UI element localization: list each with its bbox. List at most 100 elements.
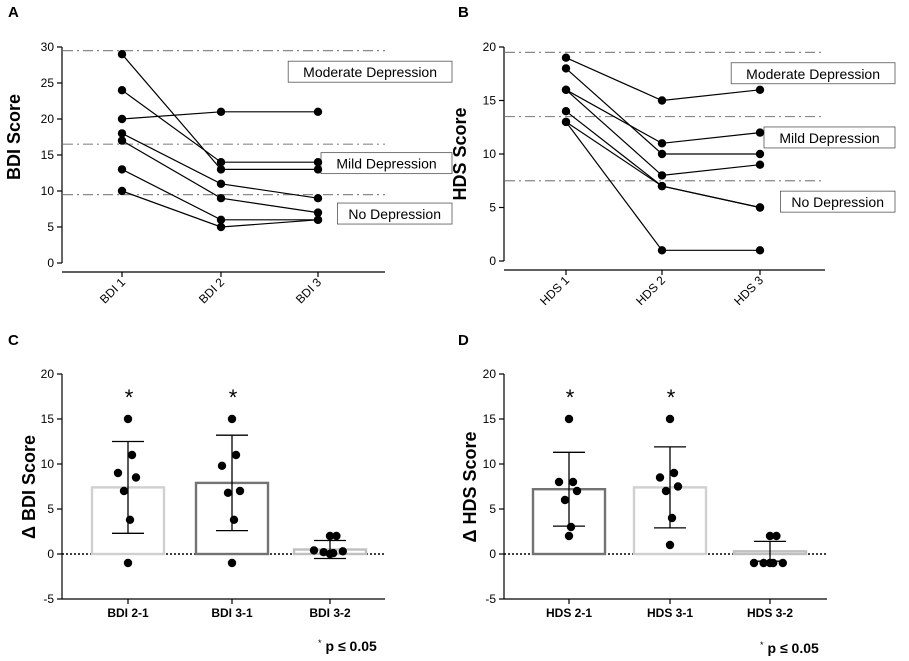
data-point — [227, 558, 237, 568]
data-point — [117, 165, 127, 174]
x-tick-label: HDS 1 — [537, 273, 572, 308]
data-point — [749, 558, 759, 568]
data-point — [561, 117, 571, 127]
threshold-label: Moderate Depression — [303, 64, 437, 80]
data-point — [755, 149, 765, 159]
y-tick-label: 5 — [489, 201, 496, 215]
panel-letter: B — [458, 4, 469, 21]
data-point — [566, 522, 576, 532]
data-point — [561, 53, 571, 62]
panel-letter: C — [8, 332, 19, 349]
y-tick-label: -5 — [485, 592, 496, 606]
footnote-c-text: p ≤ 0.05 — [326, 638, 377, 654]
data-point — [572, 486, 582, 496]
footnote-d: * p ≤ 0.05 — [760, 640, 819, 656]
y-tick-label: 25 — [41, 76, 55, 90]
data-point — [216, 194, 226, 203]
footnote-c: * p ≤ 0.05 — [318, 638, 377, 654]
x-tick-label: BDI 1 — [97, 275, 128, 306]
y-tick-label: 0 — [47, 547, 54, 561]
data-point — [332, 531, 341, 541]
data-point — [338, 547, 347, 556]
threshold-label: Mild Depression — [336, 156, 436, 172]
data-point — [657, 171, 667, 180]
data-point — [117, 129, 127, 138]
y-tick-label: 10 — [483, 147, 497, 161]
data-point — [216, 179, 226, 188]
y-axis-label: HDS Score — [450, 107, 470, 200]
panel-a: A BDI Score 0 5 10 15 20 25 30 BDI 1 BDI 2 BDI 3 Mod… — [4, 4, 453, 306]
threshold-label: No Depression — [791, 194, 884, 210]
x-tick-label: BDI 3-2 — [309, 606, 351, 620]
data-point — [564, 531, 574, 541]
y-tick-label: 5 — [47, 502, 54, 516]
threshold-label: Mild Depression — [779, 130, 879, 146]
y-tick-label: 5 — [47, 220, 54, 234]
y-axis-label: Δ HDS Score — [460, 432, 480, 543]
data-point — [117, 186, 127, 196]
data-point — [765, 531, 775, 541]
data-point — [561, 107, 571, 116]
x-tick-label: BDI 2-1 — [107, 606, 149, 620]
series-line — [565, 121, 761, 209]
x-tick-label: BDI 3-1 — [211, 606, 253, 620]
data-point — [229, 515, 239, 524]
y-tick-label: 20 — [483, 40, 497, 54]
data-point — [673, 482, 683, 491]
data-point — [759, 558, 768, 568]
data-point — [117, 114, 127, 124]
y-tick-label: 15 — [41, 148, 55, 162]
significance-star: * — [667, 385, 676, 410]
panel-letter: D — [458, 332, 469, 349]
threshold-label-box — [336, 202, 453, 225]
data-point — [765, 558, 775, 568]
y-tick-label: 15 — [483, 412, 497, 426]
data-point — [661, 486, 671, 496]
data-point — [223, 488, 233, 497]
data-point — [123, 414, 133, 424]
data-point — [313, 194, 323, 203]
threshold-label-box — [763, 126, 896, 149]
data-point — [657, 149, 667, 159]
significance-star: * — [566, 385, 575, 410]
threshold-label-box — [780, 190, 896, 213]
panel-c: C Δ BDI Score -5 0 5 10 15 20 * BDI 2-1 * BDI 3-1 BD… — [8, 332, 385, 620]
x-tick-label: HDS 2-1 — [546, 606, 592, 620]
data-point — [665, 540, 675, 550]
y-tick-label: 15 — [483, 94, 497, 108]
data-point — [125, 515, 135, 524]
data-point — [665, 414, 675, 424]
data-point — [568, 477, 578, 487]
data-point — [772, 531, 781, 541]
data-point — [235, 486, 245, 496]
data-point — [657, 246, 667, 255]
series-line — [121, 89, 318, 163]
y-tick-label: 20 — [41, 367, 55, 381]
data-point — [755, 128, 765, 137]
y-axis-label: BDI Score — [4, 94, 24, 180]
data-point — [657, 181, 667, 191]
y-tick-label: 10 — [41, 457, 55, 471]
data-point — [560, 495, 570, 505]
data-point — [554, 477, 564, 487]
data-point — [313, 107, 323, 117]
data-point — [778, 558, 787, 568]
data-point — [657, 139, 667, 148]
y-tick-label: -5 — [43, 592, 54, 606]
panel-letter: A — [8, 4, 19, 21]
data-point — [755, 246, 765, 255]
data-point — [119, 486, 129, 496]
significance-star: * — [229, 385, 238, 410]
footnote-d-text: p ≤ 0.05 — [768, 640, 819, 656]
footnote-d-star: * — [760, 640, 764, 650]
data-point — [667, 513, 677, 523]
data-point — [216, 158, 226, 167]
x-tick-label: HDS 3 — [731, 273, 766, 308]
data-point — [313, 215, 323, 224]
data-point — [123, 558, 133, 568]
y-tick-label: 5 — [489, 502, 496, 516]
threshold-label-box — [287, 60, 453, 83]
x-tick-label: HDS 2 — [633, 273, 668, 308]
y-tick-label: 20 — [41, 112, 55, 126]
